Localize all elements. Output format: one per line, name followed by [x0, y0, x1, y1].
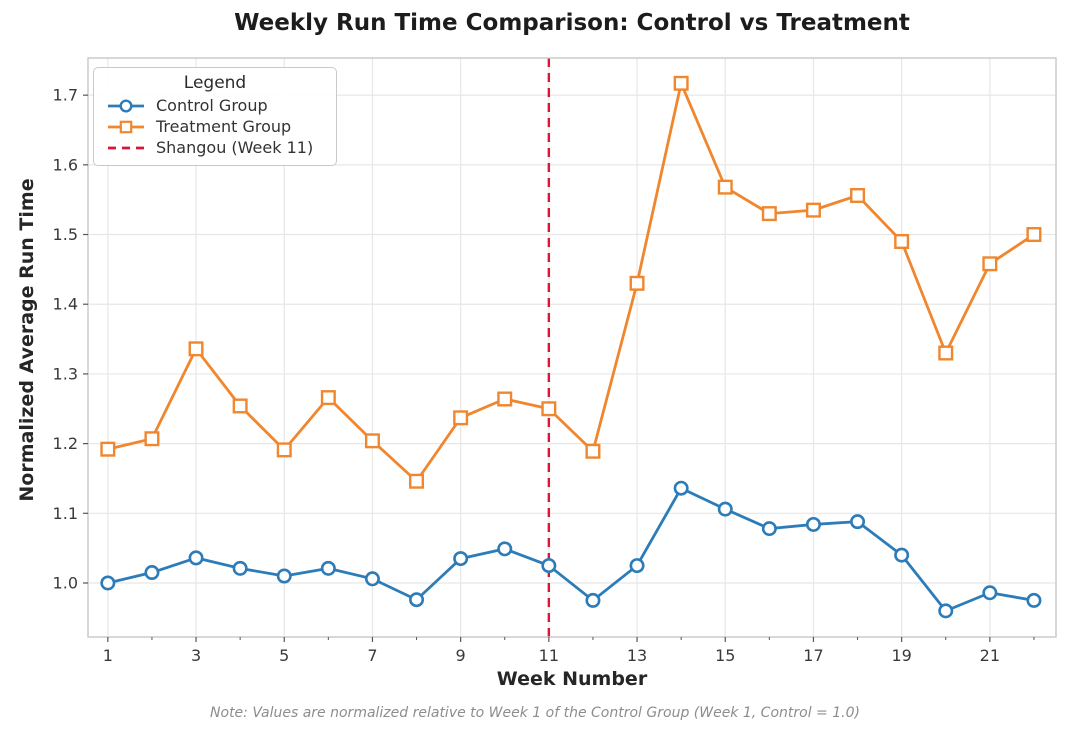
- y-tick-label: 1.0: [53, 573, 78, 592]
- control-data-point: [144, 565, 160, 581]
- control-data-point: [850, 514, 866, 530]
- treatment-data-point: [629, 275, 645, 291]
- control-data-point: [805, 516, 821, 532]
- treatment-data-point: [761, 206, 777, 222]
- treatment-data-point: [188, 341, 204, 357]
- treatment-data-point: [409, 473, 425, 489]
- treatment-data-point: [453, 410, 469, 426]
- legend-item-treatment: Treatment Group: [106, 116, 324, 137]
- treatment-series-line: [106, 81, 1036, 483]
- control-data-point: [585, 592, 601, 608]
- control-data-point: [100, 575, 116, 591]
- control-data-point: [364, 571, 380, 587]
- x-tick-label: 17: [803, 646, 823, 665]
- control-data-point: [409, 592, 425, 608]
- control-data-point: [629, 558, 645, 574]
- treatment-data-point: [717, 179, 733, 195]
- control-data-point: [188, 550, 204, 566]
- control-data-point: [453, 551, 469, 567]
- legend-title: Legend: [183, 73, 247, 93]
- treatment-data-point: [982, 256, 998, 272]
- axes-spines: [87, 57, 1057, 638]
- control-data-point: [497, 541, 513, 557]
- treatment-data-point: [364, 433, 380, 449]
- treatment-data-point: [585, 443, 601, 459]
- legend-label-treatment: Treatment Group: [156, 117, 292, 136]
- y-tick-label: 1.7: [53, 86, 78, 105]
- x-axis-label: Week Number: [496, 668, 648, 690]
- control-data-point: [276, 568, 292, 584]
- control-line-marker-icon: [108, 98, 144, 113]
- footnote: Note: Values are normalized relative to …: [210, 705, 860, 721]
- x-tick-label: 19: [891, 646, 911, 665]
- control-series-line: [106, 486, 1036, 613]
- legend-label-control: Control Group: [156, 96, 268, 115]
- x-tick-label: 3: [191, 646, 201, 665]
- treatment-data-point: [894, 233, 910, 249]
- treatment-data-point: [320, 390, 336, 406]
- treatment-data-point: [497, 391, 513, 407]
- y-tick-label: 1.5: [53, 225, 78, 244]
- chart-title: Weekly Run Time Comparison: Control vs T…: [234, 10, 910, 36]
- x-tick-label: 21: [980, 646, 1000, 665]
- x-tick-label: 11: [539, 646, 559, 665]
- y-tick-label: 1.2: [53, 434, 78, 453]
- y-tick-label: 1.1: [53, 504, 78, 523]
- treatment-data-point: [673, 75, 689, 91]
- treatment-data-point: [938, 345, 954, 361]
- control-data-point: [938, 603, 954, 619]
- legend-item-control: Control Group: [106, 95, 324, 116]
- treatment-data-point: [805, 202, 821, 218]
- x-tick-label: 9: [456, 646, 466, 665]
- x-tick-label: 7: [367, 646, 377, 665]
- legend: Legend Control Group Treatment Group Sha…: [93, 67, 337, 166]
- control-data-point: [761, 521, 777, 537]
- treatment-data-point: [100, 441, 116, 457]
- y-axis-label: Normalized Average Run Time: [16, 178, 38, 502]
- treatment-data-point: [541, 401, 557, 417]
- x-tick-label: 13: [627, 646, 647, 665]
- control-data-point: [1026, 592, 1042, 608]
- legend-label-vline: Shangou (Week 11): [156, 138, 314, 157]
- y-tick-label: 1.3: [53, 364, 78, 383]
- treatment-data-point: [232, 398, 248, 414]
- control-data-point: [541, 558, 557, 574]
- control-data-point: [717, 501, 733, 517]
- dashed-vline-icon: [108, 146, 144, 149]
- treatment-data-point: [144, 431, 160, 447]
- y-tick-label: 1.6: [53, 155, 78, 174]
- treatment-data-point: [276, 442, 292, 458]
- x-tick-label: 15: [715, 646, 735, 665]
- control-data-point: [232, 560, 248, 576]
- treatment-data-point: [850, 188, 866, 204]
- x-tick-label: 1: [103, 646, 113, 665]
- y-tick-label: 1.4: [53, 295, 78, 314]
- x-tick-label: 5: [279, 646, 289, 665]
- control-data-point: [982, 585, 998, 601]
- control-data-point: [673, 480, 689, 496]
- control-data-point: [894, 547, 910, 563]
- treatment-line-marker-icon: [108, 120, 144, 133]
- control-data-point: [320, 560, 336, 576]
- treatment-data-point: [1026, 227, 1042, 243]
- legend-item-vline: Shangou (Week 11): [106, 137, 324, 158]
